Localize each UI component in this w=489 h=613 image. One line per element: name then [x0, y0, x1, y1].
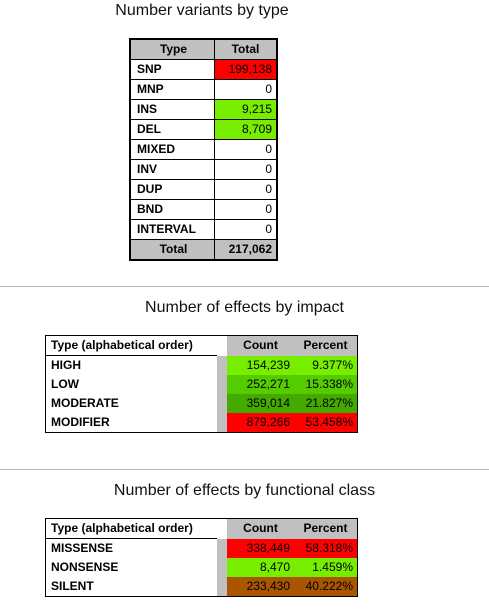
variants-title: Number variants by type [115, 2, 289, 19]
variant-type-cell: MNP [129, 79, 215, 100]
spacer [217, 375, 227, 394]
header-count: Count [227, 335, 294, 356]
spacer [217, 558, 227, 577]
variant-type-cell: MIXED [129, 139, 215, 160]
section-divider [0, 286, 489, 287]
effect-type-cell: NONSENSE [45, 558, 217, 577]
table-row: BND 0 [129, 199, 278, 220]
table-header-row: Type (alphabetical order) Count Percent [45, 335, 358, 356]
effect-type-cell: MODIFIER [45, 413, 217, 433]
variant-type-cell: INS [129, 99, 215, 120]
table-header-row: Type Total [129, 38, 278, 60]
spacer [217, 355, 227, 375]
table-row: NONSENSE 8,470 1.459% [45, 558, 358, 577]
spacer [217, 394, 227, 413]
effect-count-cell: 252,271 [227, 375, 294, 394]
section-divider [0, 469, 489, 470]
functional-class-table: Type (alphabetical order) Count Percent … [45, 518, 358, 597]
effect-percent-cell: 40.222% [294, 577, 358, 597]
variant-total-cell: 199,138 [214, 59, 278, 80]
header-type: Type [129, 38, 215, 60]
spacer [217, 577, 227, 597]
header-percent: Percent [294, 518, 358, 539]
variant-total-cell: 0 [214, 79, 278, 100]
impact-table: Type (alphabetical order) Count Percent … [45, 335, 358, 433]
effect-count-cell: 338,449 [227, 538, 294, 558]
effect-type-cell: LOW [45, 375, 217, 394]
header-count: Count [227, 518, 294, 539]
effect-percent-cell: 9.377% [294, 355, 358, 375]
spacer [217, 413, 227, 433]
variant-type-cell: BND [129, 199, 215, 220]
table-footer-row: Total 217,062 [129, 239, 278, 261]
spacer [217, 335, 227, 356]
footer-total: 217,062 [214, 239, 278, 261]
spacer [217, 538, 227, 558]
effect-type-cell: SILENT [45, 577, 217, 597]
table-row: MNP 0 [129, 79, 278, 100]
effect-type-cell: MODERATE [45, 394, 217, 413]
effect-percent-cell: 58.318% [294, 538, 358, 558]
effect-count-cell: 879,266 [227, 413, 294, 433]
variant-total-cell: 0 [214, 159, 278, 180]
table-row: MISSENSE 338,449 58.318% [45, 538, 358, 558]
variant-type-cell: DUP [129, 179, 215, 200]
effect-percent-cell: 53.458% [294, 413, 358, 433]
effect-type-cell: MISSENSE [45, 538, 217, 558]
effect-count-cell: 154,239 [227, 355, 294, 375]
variant-total-cell: 0 [214, 199, 278, 220]
variant-total-cell: 0 [214, 219, 278, 240]
effect-percent-cell: 21.827% [294, 394, 358, 413]
effect-type-cell: HIGH [45, 355, 217, 375]
effect-count-cell: 359,014 [227, 394, 294, 413]
variants-table: Type Total SNP 199,138 MNP 0 INS 9,215 DEL 8,70… [129, 38, 278, 261]
variant-type-cell: INTERVAL [129, 219, 215, 240]
variant-type-cell: SNP [129, 59, 215, 80]
variant-total-cell: 0 [214, 179, 278, 200]
table-row: LOW 252,271 15.338% [45, 375, 358, 394]
footer-label: Total [129, 239, 215, 261]
table-row: MIXED 0 [129, 139, 278, 160]
spacer [217, 518, 227, 539]
table-header-row: Type (alphabetical order) Count Percent [45, 518, 358, 539]
table-row: INV 0 [129, 159, 278, 180]
effect-count-cell: 8,470 [227, 558, 294, 577]
header-percent: Percent [294, 335, 358, 356]
header-type: Type (alphabetical order) [45, 518, 217, 539]
table-row: SILENT 233,430 40.222% [45, 577, 358, 597]
header-total: Total [214, 38, 278, 60]
variant-total-cell: 8,709 [214, 119, 278, 140]
table-row: DUP 0 [129, 179, 278, 200]
table-row: INS 9,215 [129, 99, 278, 120]
table-row: MODIFIER 879,266 53.458% [45, 413, 358, 433]
table-row: SNP 199,138 [129, 59, 278, 80]
variant-total-cell: 0 [214, 139, 278, 160]
table-row: HIGH 154,239 9.377% [45, 355, 358, 375]
table-row: MODERATE 359,014 21.827% [45, 394, 358, 413]
functional-class-title: Number of effects by functional class [113, 482, 376, 499]
effect-count-cell: 233,430 [227, 577, 294, 597]
effect-percent-cell: 1.459% [294, 558, 358, 577]
impact-title: Number of effects by impact [145, 299, 344, 316]
variant-total-cell: 9,215 [214, 99, 278, 120]
variant-type-cell: INV [129, 159, 215, 180]
table-row: DEL 8,709 [129, 119, 278, 140]
variant-type-cell: DEL [129, 119, 215, 140]
header-type: Type (alphabetical order) [45, 335, 217, 356]
table-row: INTERVAL 0 [129, 219, 278, 240]
effect-percent-cell: 15.338% [294, 375, 358, 394]
